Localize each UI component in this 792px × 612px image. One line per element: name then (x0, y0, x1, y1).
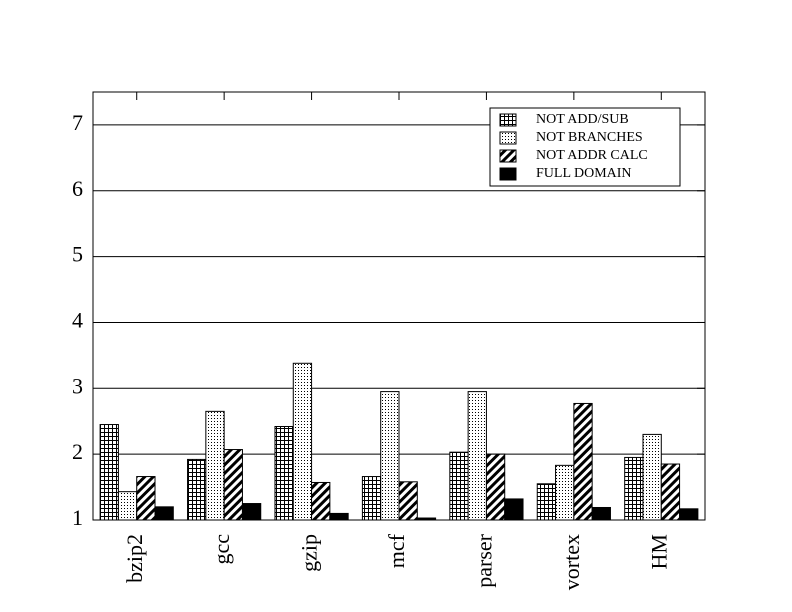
bar (536, 483, 557, 521)
x-tick-label: vortex (559, 534, 584, 590)
legend-label: FULL DOMAIN (536, 166, 632, 181)
y-tick-label: 6 (72, 176, 83, 201)
y-tick-label: 7 (72, 110, 83, 135)
bar (660, 463, 681, 521)
legend-box (489, 107, 681, 187)
bar (642, 433, 662, 521)
x-tick-label: HM (646, 534, 671, 569)
x-tick-label: parser (471, 533, 496, 587)
legend-swatch (499, 113, 517, 127)
bar (223, 449, 243, 521)
bar (274, 425, 294, 521)
legend-label: NOT ADDR CALC (536, 148, 648, 163)
legend-label: NOT ADD/SUB (536, 112, 629, 127)
bar (241, 503, 262, 521)
bar (485, 453, 506, 521)
bar (99, 424, 119, 521)
bar (573, 402, 593, 521)
y-tick-label: 1 (72, 505, 83, 530)
bar (679, 508, 699, 521)
bar (361, 476, 382, 521)
plot-frame (92, 91, 706, 521)
bar (624, 456, 644, 521)
x-tick-label: gzip (297, 534, 322, 572)
y-tick-label: 3 (72, 373, 83, 398)
bar (555, 464, 575, 521)
x-tick-label: bzip2 (122, 534, 147, 583)
legend-label: NOT BRANCHES (536, 130, 643, 145)
legend-swatch (499, 131, 517, 145)
bar (187, 458, 207, 521)
bar (591, 506, 611, 521)
y-tick-label: 4 (72, 308, 83, 333)
y-tick-label: 2 (72, 439, 83, 464)
bar (380, 391, 400, 521)
bar (292, 362, 313, 521)
x-tick-label: mcf (384, 533, 409, 568)
bar (504, 498, 524, 521)
bar (329, 512, 349, 521)
legend-swatch (499, 149, 517, 163)
bar (398, 481, 418, 521)
bar (205, 410, 225, 521)
legend-swatch (499, 167, 517, 181)
x-tick-label: gcc (209, 534, 234, 565)
y-tick-label: 5 (72, 242, 83, 267)
bar (117, 491, 138, 521)
bar (311, 481, 331, 521)
bar (449, 451, 469, 521)
bar (154, 506, 174, 521)
bar (467, 391, 487, 521)
bar (136, 476, 156, 521)
